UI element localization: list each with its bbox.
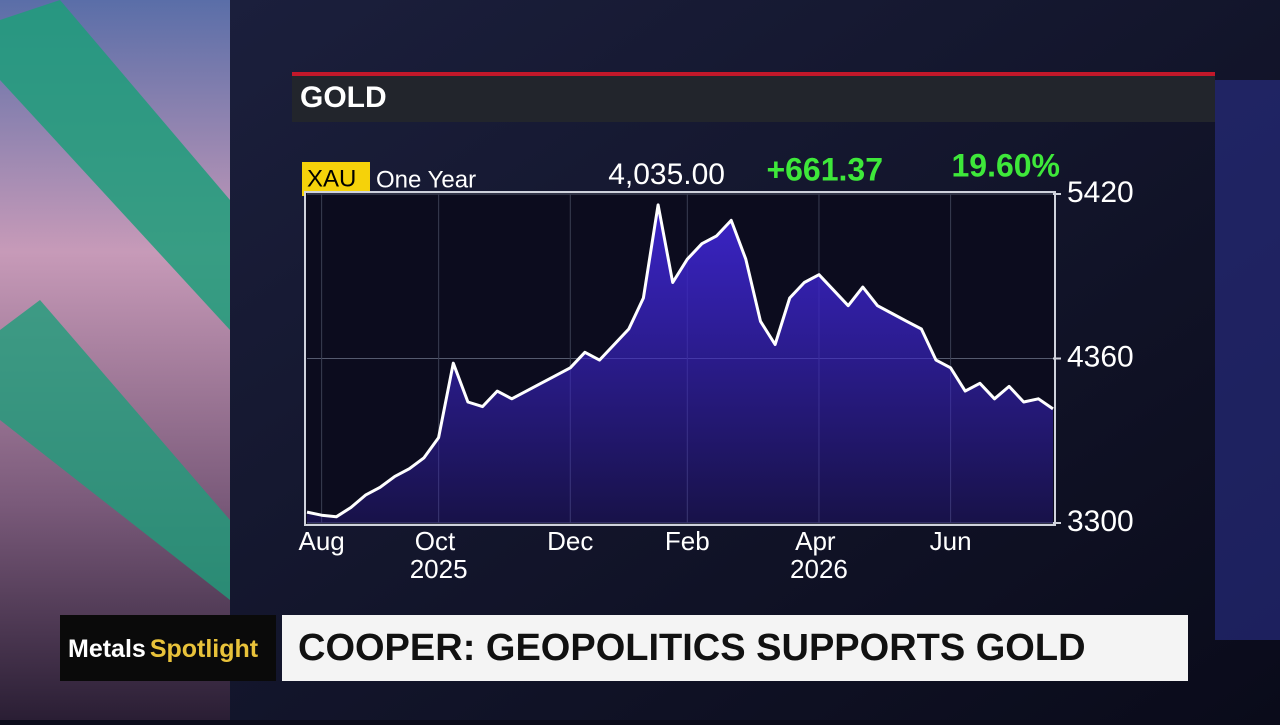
symbol-badge — [302, 162, 370, 196]
x-tick-label-line: Oct — [415, 526, 463, 556]
x-tick-label-line: 2025 — [410, 554, 468, 584]
tag-word: Metals — [68, 635, 146, 663]
headline: COOPER: GEOPOLITICS SUPPORTS GOLD — [298, 627, 1086, 669]
title-bar — [292, 72, 1215, 122]
x-tick-label: Jun — [930, 526, 972, 556]
tag-box — [60, 615, 276, 681]
title-bar-accent — [292, 72, 1215, 76]
plot: 3300 4360 5420 Aug Oct 2025 Dec Feb Apr 2026 Jun — [298, 176, 1133, 584]
chart-title: GOLD — [300, 81, 387, 114]
green-stripe — [0, 0, 230, 330]
x-tick-label: Aug — [298, 526, 344, 556]
y-tick-label: 4360 — [1067, 340, 1134, 373]
y-tick-label: 3300 — [1067, 505, 1134, 538]
change: +661.37 — [766, 151, 883, 187]
tag-word: Spotlight — [150, 635, 259, 663]
change-percent: 19.60% — [951, 147, 1060, 183]
headline-box — [282, 615, 1188, 681]
y-tick-label: 5420 — [1067, 176, 1134, 209]
x-tick-label: Apr 2026 — [790, 526, 848, 584]
symbol: XAU — [307, 165, 356, 192]
side-glow — [1215, 80, 1280, 640]
price: 4,035.00 — [608, 158, 725, 191]
x-tick-label: Feb — [665, 526, 710, 556]
x-tick-label: Oct 2025 — [410, 526, 468, 584]
period: One Year — [376, 166, 476, 193]
tag: Metals Spotlight — [68, 635, 259, 663]
line — [306, 203, 1054, 519]
x-tick-label-line: 2026 — [790, 554, 848, 584]
x-tick-label-line: Apr — [795, 526, 843, 556]
x-tick-label: Dec — [547, 526, 593, 556]
green-stripe — [0, 300, 230, 600]
area — [307, 204, 1053, 523]
